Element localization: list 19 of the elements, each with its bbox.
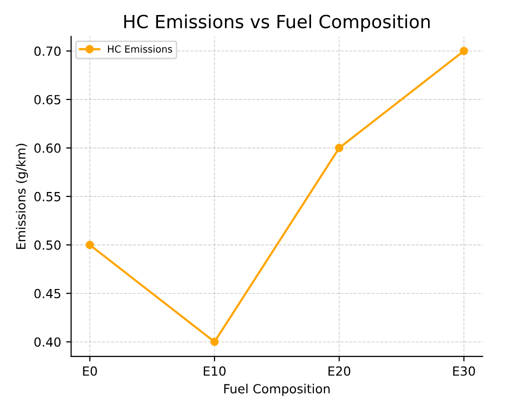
y-axis-title: Emissions (g/km) — [16, 144, 28, 249]
x-axis-title: Fuel Composition — [224, 384, 330, 396]
point — [86, 240, 94, 250]
y-tick-label: 0.55 — [34, 192, 60, 202]
y-tick-label: 0.70 — [34, 46, 61, 56]
legend-label: HC Emissions — [108, 45, 172, 53]
x-tick-label: E20 — [328, 366, 350, 376]
y-tick-label: 0.50 — [34, 240, 61, 250]
x-tick-label: E0 — [83, 366, 97, 376]
point — [460, 46, 468, 56]
y-tick-label: 0.40 — [34, 337, 61, 347]
y-tick-label: 0.45 — [34, 288, 60, 298]
y-tick-label: 0.65 — [34, 94, 60, 104]
y-tick-label: 0.60 — [34, 143, 61, 153]
point — [210, 338, 219, 346]
x-tick-label: E30 — [453, 366, 475, 376]
chart-title: HC Emissions vs Fuel Composition — [124, 14, 430, 32]
point — [335, 144, 344, 152]
x-tick-label: E10 — [204, 366, 226, 376]
